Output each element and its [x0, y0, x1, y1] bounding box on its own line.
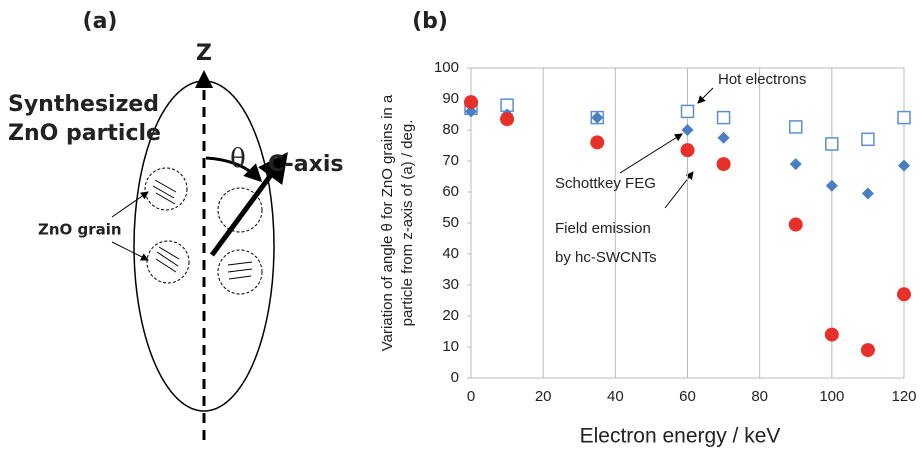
x-axis-title: Electron energy / keV	[580, 425, 781, 448]
c-axis-arrow	[209, 151, 288, 257]
point	[897, 110, 911, 125]
grain-pointer	[111, 241, 149, 261]
x-tick-label: 20	[535, 388, 552, 405]
y-tick-label: 30	[442, 276, 459, 293]
point	[861, 132, 875, 147]
y-axis-title: Variation of angle θ for ZnO grains in a	[379, 94, 396, 351]
point	[898, 159, 910, 172]
point	[500, 112, 515, 127]
pointer	[619, 133, 683, 174]
angle-arc	[205, 156, 263, 183]
x-tick-label: 120	[891, 388, 916, 405]
x-tick-label: 40	[607, 388, 624, 405]
y-tick-label: 50	[442, 214, 459, 231]
y-tick-label: 100	[434, 59, 459, 76]
point	[824, 327, 839, 342]
panel-a: (a) Z Synthesized ZnO particle θ C-axis …	[8, 9, 343, 440]
point	[716, 157, 731, 172]
y-tick-label: 90	[442, 90, 459, 107]
point	[788, 217, 803, 232]
x-tick-label: 100	[819, 388, 844, 405]
point	[860, 343, 875, 358]
y-tick-label: 80	[442, 121, 459, 138]
point	[825, 137, 839, 151]
point	[897, 287, 911, 302]
point	[717, 131, 730, 144]
particle-label: Synthesized	[8, 92, 159, 117]
point	[590, 135, 605, 150]
point	[789, 158, 802, 171]
point	[861, 187, 874, 200]
y-tick-label: 40	[442, 245, 459, 262]
point	[680, 104, 695, 119]
pointer	[697, 87, 714, 104]
y-tick-label: 10	[442, 338, 459, 355]
y-tick-label: 70	[442, 152, 459, 169]
grains	[144, 167, 263, 295]
point	[681, 124, 694, 136]
series-label: Schottkey FEG	[555, 175, 656, 192]
grain-pointer	[111, 191, 149, 218]
y-axis-title: particle from z-axis of (a) / deg.	[399, 120, 416, 327]
point	[680, 143, 695, 158]
y-tick-label: 60	[442, 183, 459, 200]
series-label: Field emission	[555, 220, 651, 237]
point	[789, 120, 803, 134]
y-tick-label: 20	[442, 307, 459, 324]
axis-label: C-axis	[268, 152, 343, 177]
x-tick-label: 0	[467, 388, 475, 405]
grain-label: ZnO grain	[38, 221, 122, 239]
point	[464, 95, 478, 110]
point	[716, 110, 731, 125]
point	[825, 179, 838, 192]
particle-label: ZnO particle	[8, 121, 161, 146]
angle-label: θ	[230, 144, 246, 174]
z-label: Z	[196, 41, 212, 66]
x-tick-label: 80	[751, 388, 768, 405]
pointer	[664, 171, 694, 209]
panel-label: (b)	[412, 9, 448, 34]
y-tick-label: 0	[451, 369, 459, 386]
grain-hatch	[152, 179, 253, 280]
point	[591, 111, 604, 124]
series-label: Hot electrons	[718, 71, 806, 88]
panel-label: (a)	[83, 9, 118, 34]
series-label: by hc-SWCNTs	[555, 249, 657, 266]
x-tick-label: 60	[679, 388, 696, 405]
